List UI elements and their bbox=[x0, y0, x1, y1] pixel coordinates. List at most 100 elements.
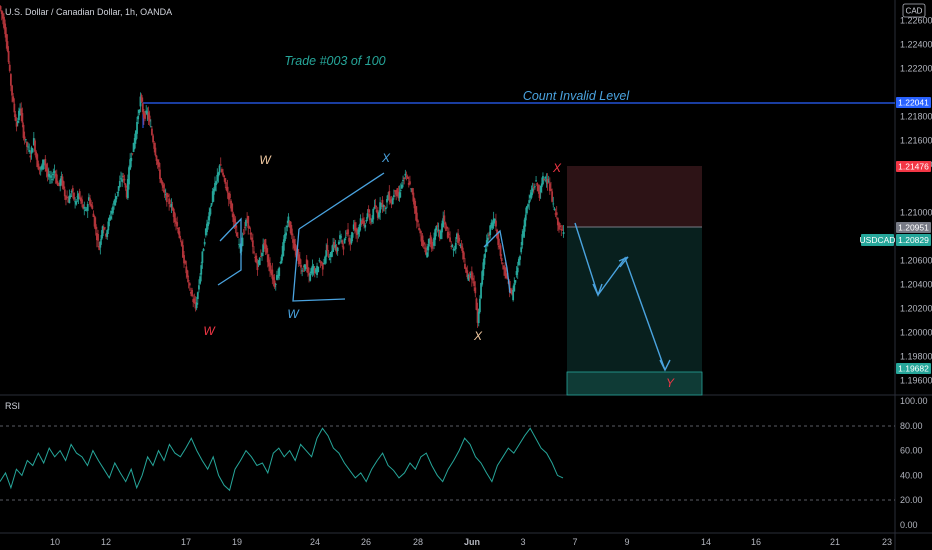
candle-body bbox=[91, 205, 94, 209]
candle-body bbox=[311, 265, 314, 274]
trade-label[interactable]: Trade #003 of 100 bbox=[284, 54, 385, 68]
time-axis[interactable]: 10 12 17 19 24 26 28 Jun 3 7 9 14 16 21 23 bbox=[50, 537, 892, 547]
candle-body bbox=[143, 111, 145, 119]
candle-body bbox=[536, 182, 539, 186]
candle-body bbox=[414, 206, 417, 214]
symbol-tag: USDCAD bbox=[860, 235, 896, 245]
candle-body bbox=[458, 237, 461, 242]
candle-body bbox=[292, 239, 294, 243]
rsi-label[interactable]: RSI bbox=[5, 401, 20, 411]
candle-body bbox=[126, 179, 129, 199]
candle-body bbox=[138, 109, 141, 113]
candle-body bbox=[116, 191, 119, 193]
time-tick-label: 19 bbox=[232, 537, 242, 547]
symbol-title[interactable]: U.S. Dollar / Canadian Dollar, 1h, OANDA bbox=[5, 7, 172, 17]
candle-body bbox=[334, 245, 337, 248]
candle-body bbox=[418, 227, 421, 231]
candle-body bbox=[46, 169, 49, 177]
candle-body bbox=[273, 280, 276, 288]
wave-label-y-red[interactable]: Y bbox=[666, 376, 675, 390]
candle-body bbox=[16, 120, 19, 123]
candle-body bbox=[476, 308, 479, 323]
rsi-tick-label: 60.00 bbox=[900, 446, 923, 456]
candle-body bbox=[534, 186, 536, 188]
candle-body bbox=[188, 283, 191, 286]
candle-body bbox=[493, 218, 496, 223]
candle-body bbox=[554, 213, 557, 215]
stop-loss-zone[interactable] bbox=[567, 166, 702, 227]
candle-body bbox=[318, 260, 321, 262]
candle-body bbox=[303, 264, 306, 268]
candle-body bbox=[301, 270, 304, 272]
wave-drawings[interactable] bbox=[217, 172, 511, 302]
candle-body bbox=[210, 203, 213, 206]
candle-body bbox=[254, 257, 257, 258]
candle-body bbox=[239, 245, 242, 247]
candle-body bbox=[435, 226, 438, 230]
currency-badge-box[interactable] bbox=[902, 3, 926, 18]
candle-body bbox=[529, 195, 532, 198]
candle-body bbox=[388, 190, 391, 201]
candle-body bbox=[540, 183, 543, 188]
candle-body bbox=[27, 146, 29, 148]
rsi-axis[interactable]: 100.00 80.00 60.00 40.00 20.00 0.00 bbox=[900, 396, 928, 530]
candle-body bbox=[527, 204, 529, 207]
wave-label-x-blue[interactable]: X bbox=[381, 151, 391, 165]
candle-body bbox=[36, 154, 39, 168]
candle-body bbox=[257, 260, 260, 264]
candle-body bbox=[517, 258, 520, 265]
candle-body bbox=[515, 271, 518, 276]
wave-label-w-peach[interactable]: W bbox=[259, 153, 272, 167]
candle-body bbox=[139, 96, 142, 107]
candle-body bbox=[118, 181, 121, 188]
wave-label-x-red[interactable]: X bbox=[552, 161, 562, 175]
candle-body bbox=[548, 183, 551, 191]
forecast-arrowhead-2 bbox=[618, 256, 629, 268]
price-axis[interactable]: 1.22600 1.22400 1.22200 1.21800 1.21600 1.214… bbox=[900, 15, 932, 385]
candle-body bbox=[374, 205, 377, 208]
candle-body bbox=[104, 227, 106, 229]
price-tick-label: 1.20600 bbox=[900, 256, 932, 266]
candle-body bbox=[242, 233, 245, 235]
candle-body bbox=[462, 252, 465, 260]
candle-body bbox=[490, 222, 493, 227]
target-tag-bg bbox=[896, 363, 931, 374]
wave-channel-2 bbox=[292, 228, 346, 302]
candle-body bbox=[272, 277, 275, 281]
candle-body bbox=[474, 287, 477, 294]
wave-label-w-blue[interactable]: W bbox=[287, 307, 300, 321]
candle-body bbox=[32, 138, 35, 146]
currency-badge: CAD bbox=[906, 7, 923, 16]
candle-body bbox=[238, 243, 240, 245]
candle-body bbox=[114, 198, 117, 206]
candle-body bbox=[425, 247, 427, 255]
candle-body bbox=[407, 182, 410, 185]
candle-body bbox=[446, 231, 449, 238]
candle-body bbox=[519, 256, 521, 260]
candle-body bbox=[0, 6, 2, 10]
candle-body bbox=[427, 243, 430, 251]
candle-body bbox=[315, 269, 317, 272]
take-profit-zone[interactable] bbox=[567, 227, 702, 395]
candle-body bbox=[93, 216, 96, 227]
candle-body bbox=[223, 175, 226, 178]
candle-body bbox=[512, 289, 515, 301]
candle-body bbox=[171, 206, 174, 211]
candle-body bbox=[559, 225, 562, 228]
candle-body bbox=[325, 250, 328, 257]
target-box[interactable] bbox=[566, 371, 703, 396]
candle-body bbox=[531, 188, 534, 192]
candle-body bbox=[514, 280, 517, 283]
candle-body bbox=[155, 155, 158, 161]
candle-body bbox=[470, 271, 473, 280]
candle-body bbox=[453, 249, 456, 250]
candle-body bbox=[310, 268, 313, 274]
candle-body bbox=[452, 248, 455, 251]
wave-label-x-peach[interactable]: X bbox=[473, 329, 483, 343]
count-invalid-label[interactable]: Count Invalid Level bbox=[523, 89, 631, 103]
wave-label-w-red[interactable]: W bbox=[203, 324, 216, 338]
candle-body bbox=[148, 115, 151, 122]
candle-body bbox=[327, 255, 330, 257]
candle-body bbox=[355, 228, 357, 232]
